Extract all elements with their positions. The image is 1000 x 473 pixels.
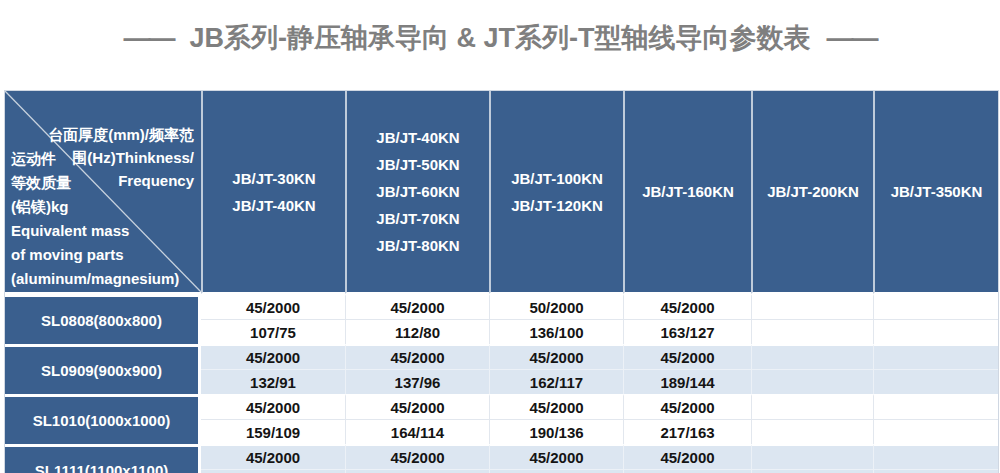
data-cell bbox=[873, 394, 998, 419]
column-header: JB/JT-200KN bbox=[751, 91, 873, 294]
data-cell bbox=[489, 469, 623, 473]
column-header-line: JB/JT-40KN bbox=[203, 192, 345, 219]
data-cell bbox=[873, 469, 998, 473]
table-row: SL0808(800x800)45/200045/200050/200045/2… bbox=[5, 294, 998, 319]
data-cell bbox=[751, 294, 873, 319]
corner-cell: 台面厚度(mm)/频率范围(Hz)Thinkness/Frequency运动件等… bbox=[5, 91, 201, 294]
column-header-line: JB/JT-70KN bbox=[347, 205, 489, 232]
column-header: JB/JT-100KNJB/JT-120KN bbox=[489, 91, 623, 294]
data-cell: 190/136 bbox=[489, 419, 623, 444]
data-cell bbox=[873, 444, 998, 469]
data-cell: 45/2000 bbox=[623, 444, 751, 469]
data-cell: 107/75 bbox=[201, 319, 345, 344]
column-header-line: JB/JT-80KN bbox=[347, 232, 489, 259]
corner-bottom-line: (aluminum/magnesium) bbox=[11, 267, 179, 291]
corner-top-line: 台面厚度(mm)/频率范 bbox=[48, 123, 194, 146]
table-row: SL1010(1000x1000)45/200045/200045/200045… bbox=[5, 394, 998, 419]
column-header: JB/JT-30KNJB/JT-40KN bbox=[201, 91, 345, 294]
data-cell: 45/2000 bbox=[623, 294, 751, 319]
table-row: SL0909(900x900)45/200045/200045/200045/2… bbox=[5, 344, 998, 369]
column-header: JB/JT-160KN bbox=[623, 91, 751, 294]
column-header-line: JB/JT-30KN bbox=[203, 165, 345, 192]
data-cell bbox=[751, 344, 873, 369]
data-cell bbox=[751, 419, 873, 444]
row-label: SL0909(900x900) bbox=[5, 344, 201, 394]
page-title: —— JB系列-静压轴承导向 & JT系列-T型轴线导向参数表 —— bbox=[0, 20, 1000, 56]
data-cell: 50/2000 bbox=[489, 294, 623, 319]
data-cell: 45/2000 bbox=[201, 394, 345, 419]
column-header-line: JB/JT-160KN bbox=[625, 178, 751, 205]
data-cell: 45/2000 bbox=[489, 394, 623, 419]
title-dash-right: —— bbox=[827, 23, 877, 53]
data-cell bbox=[873, 369, 998, 394]
data-cell bbox=[751, 319, 873, 344]
data-cell: 159/109 bbox=[201, 419, 345, 444]
spec-table: 台面厚度(mm)/频率范围(Hz)Thinkness/Frequency运动件等… bbox=[5, 91, 998, 473]
data-cell: 45/2000 bbox=[345, 344, 489, 369]
column-header-line: JB/JT-120KN bbox=[491, 192, 623, 219]
data-cell: 189/144 bbox=[623, 369, 751, 394]
corner-bottom-left-label: 运动件等效质量(铝镁)kgEquivalent massof moving pa… bbox=[11, 147, 179, 291]
data-cell: 137/96 bbox=[345, 369, 489, 394]
data-cell: 45/2000 bbox=[345, 394, 489, 419]
data-cell bbox=[623, 469, 751, 473]
header-row: 台面厚度(mm)/频率范围(Hz)Thinkness/Frequency运动件等… bbox=[5, 91, 998, 294]
table-row: SL1111(1100x1100)45/200045/200045/200045… bbox=[5, 444, 998, 469]
column-header-line: JB/JT-350KN bbox=[875, 178, 998, 205]
row-label: SL0808(800x800) bbox=[5, 294, 201, 344]
data-cell: 164/114 bbox=[345, 419, 489, 444]
column-header-line: JB/JT-60KN bbox=[347, 178, 489, 205]
corner-bottom-line: 等效质量 bbox=[11, 171, 179, 195]
data-cell bbox=[873, 319, 998, 344]
column-header-line: JB/JT-200KN bbox=[753, 178, 873, 205]
data-cell: 112/80 bbox=[345, 319, 489, 344]
data-cell bbox=[873, 344, 998, 369]
corner-bottom-line: 运动件 bbox=[11, 147, 179, 171]
data-cell: 45/2000 bbox=[201, 344, 345, 369]
row-label: SL1010(1000x1000) bbox=[5, 394, 201, 444]
page-title-text: JB系列-静压轴承导向 & JT系列-T型轴线导向参数表 bbox=[190, 23, 811, 53]
data-cell bbox=[751, 469, 873, 473]
spec-table-wrap: 台面厚度(mm)/频率范围(Hz)Thinkness/Frequency运动件等… bbox=[4, 90, 999, 473]
column-header-line: JB/JT-50KN bbox=[347, 151, 489, 178]
data-cell: 163/127 bbox=[623, 319, 751, 344]
data-cell: 45/2000 bbox=[489, 444, 623, 469]
data-cell: 45/2000 bbox=[201, 294, 345, 319]
data-cell bbox=[751, 394, 873, 419]
data-cell: 136/100 bbox=[489, 319, 623, 344]
column-header-line: JB/JT-100KN bbox=[491, 165, 623, 192]
corner-bottom-line: (铝镁)kg bbox=[11, 195, 179, 219]
data-cell: 45/2000 bbox=[345, 444, 489, 469]
title-dash-left: —— bbox=[124, 23, 174, 53]
data-cell bbox=[873, 419, 998, 444]
data-cell: 45/2000 bbox=[623, 394, 751, 419]
data-cell bbox=[201, 469, 345, 473]
corner-bottom-line: Equivalent mass bbox=[11, 219, 179, 243]
data-cell bbox=[751, 444, 873, 469]
data-cell: 45/2000 bbox=[623, 344, 751, 369]
corner-bottom-line: of moving parts bbox=[11, 243, 179, 267]
data-cell bbox=[873, 294, 998, 319]
row-label: SL1111(1100x1100) bbox=[5, 444, 201, 473]
column-header: JB/JT-350KN bbox=[873, 91, 998, 294]
data-cell: 45/2000 bbox=[345, 294, 489, 319]
data-cell: 132/91 bbox=[201, 369, 345, 394]
data-cell bbox=[751, 369, 873, 394]
column-header-line: JB/JT-40KN bbox=[347, 124, 489, 151]
data-cell bbox=[345, 469, 489, 473]
column-header: JB/JT-40KNJB/JT-50KNJB/JT-60KNJB/JT-70KN… bbox=[345, 91, 489, 294]
data-cell: 217/163 bbox=[623, 419, 751, 444]
data-cell: 162/117 bbox=[489, 369, 623, 394]
data-cell: 45/2000 bbox=[201, 444, 345, 469]
data-cell: 45/2000 bbox=[489, 344, 623, 369]
